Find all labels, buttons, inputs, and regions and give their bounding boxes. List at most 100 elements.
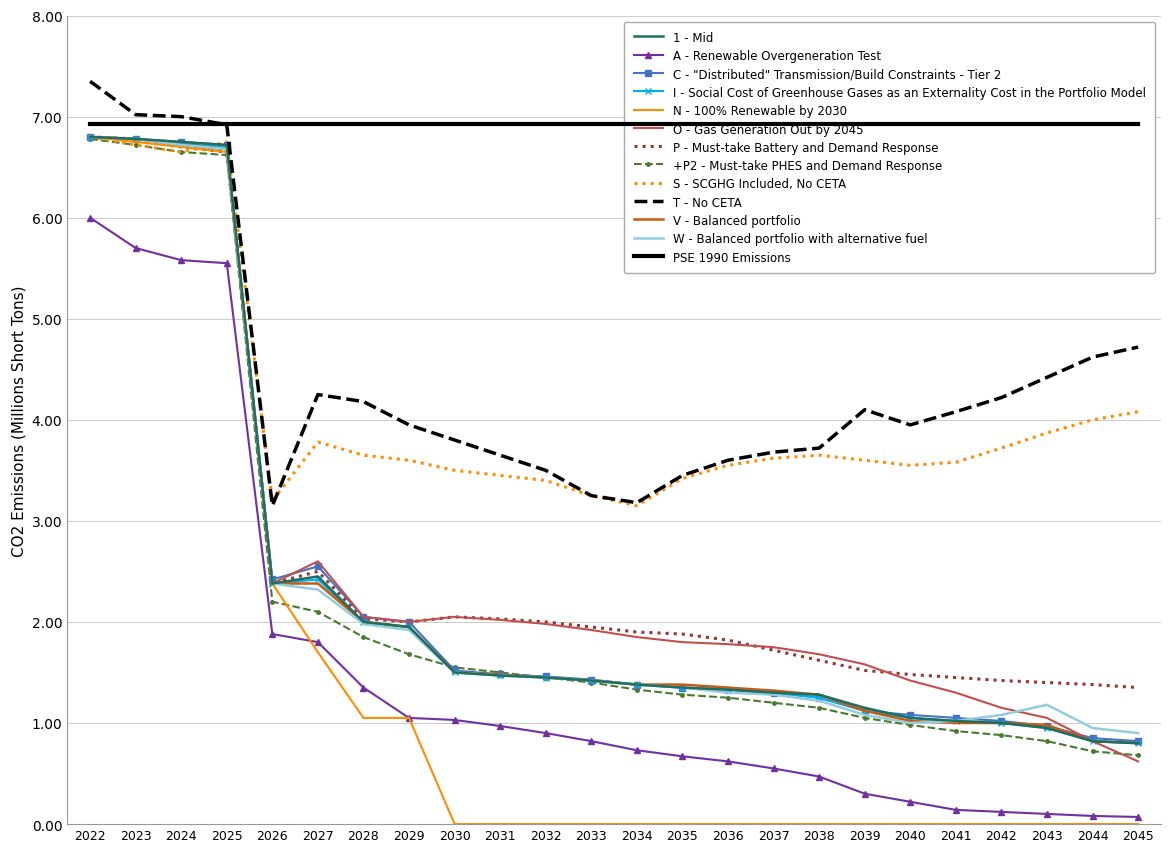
S - SCGHG Included, No CETA <box>448 466 462 476</box>
1 - Mid <box>994 718 1008 728</box>
V - Balanced portfolio <box>766 686 781 696</box>
PSE 1990 Emissions <box>356 119 370 130</box>
W - Balanced portfolio with alternative fuel <box>83 132 97 142</box>
PSE 1990 Emissions <box>904 119 918 130</box>
I - Social Cost of Greenhouse Gases as an Externality Cost in the Portfolio Model <box>493 670 507 681</box>
T - No CETA <box>675 471 689 481</box>
V - Balanced portfolio <box>448 668 462 678</box>
V - Balanced portfolio <box>539 672 553 682</box>
P - Must-take Battery and Demand Response <box>539 617 553 627</box>
C - "Distributed" Transmission/Build Constraints - Tier 2 <box>311 561 325 572</box>
+P2 - Must-take PHES and Demand Response <box>949 726 963 736</box>
W - Balanced portfolio with alternative fuel <box>539 672 553 682</box>
W - Balanced portfolio with alternative fuel <box>585 676 599 686</box>
O - Gas Generation Out by 2045 <box>858 659 872 670</box>
O - Gas Generation Out by 2045 <box>629 632 643 642</box>
V - Balanced portfolio <box>265 578 279 589</box>
V - Balanced portfolio <box>1040 720 1054 730</box>
A - Renewable Overgeneration Test <box>175 256 189 266</box>
Line: V - Balanced portfolio: V - Balanced portfolio <box>90 137 1138 743</box>
A - Renewable Overgeneration Test <box>265 630 279 640</box>
V - Balanced portfolio <box>219 145 233 155</box>
O - Gas Generation Out by 2045 <box>949 688 963 698</box>
C - "Distributed" Transmission/Build Constraints - Tier 2 <box>721 685 735 695</box>
I - Social Cost of Greenhouse Gases as an Externality Cost in the Portfolio Model <box>1085 736 1099 746</box>
PSE 1990 Emissions <box>175 119 189 130</box>
A - Renewable Overgeneration Test <box>539 728 553 739</box>
O - Gas Generation Out by 2045 <box>1131 757 1145 767</box>
1 - Mid <box>175 137 189 148</box>
PSE 1990 Emissions <box>448 119 462 130</box>
S - SCGHG Included, No CETA <box>311 438 325 448</box>
W - Balanced portfolio with alternative fuel <box>858 710 872 720</box>
+P2 - Must-take PHES and Demand Response <box>812 703 826 713</box>
+P2 - Must-take PHES and Demand Response <box>175 148 189 158</box>
A - Renewable Overgeneration Test <box>585 736 599 746</box>
N - 100% Renewable by 2030 <box>904 819 918 829</box>
W - Balanced portfolio with alternative fuel <box>949 716 963 726</box>
PSE 1990 Emissions <box>1085 119 1099 130</box>
O - Gas Generation Out by 2045 <box>219 145 233 155</box>
C - "Distributed" Transmission/Build Constraints - Tier 2 <box>629 680 643 690</box>
W - Balanced portfolio with alternative fuel <box>311 585 325 595</box>
1 - Mid <box>629 680 643 690</box>
N - 100% Renewable by 2030 <box>493 819 507 829</box>
W - Balanced portfolio with alternative fuel <box>402 625 416 635</box>
P - Must-take Battery and Demand Response <box>1040 677 1054 688</box>
C - "Distributed" Transmission/Build Constraints - Tier 2 <box>448 665 462 676</box>
PSE 1990 Emissions <box>1131 119 1145 130</box>
I - Social Cost of Greenhouse Gases as an Externality Cost in the Portfolio Model <box>994 718 1008 728</box>
S - SCGHG Included, No CETA <box>1085 415 1099 426</box>
O - Gas Generation Out by 2045 <box>1040 713 1054 723</box>
P - Must-take Battery and Demand Response <box>766 646 781 656</box>
+P2 - Must-take PHES and Demand Response <box>904 720 918 730</box>
V - Balanced portfolio <box>585 676 599 686</box>
W - Balanced portfolio with alternative fuel <box>812 696 826 706</box>
N - 100% Renewable by 2030 <box>265 578 279 589</box>
PSE 1990 Emissions <box>858 119 872 130</box>
I - Social Cost of Greenhouse Gases as an Externality Cost in the Portfolio Model <box>129 135 143 145</box>
T - No CETA <box>585 491 599 502</box>
A - Renewable Overgeneration Test <box>858 789 872 799</box>
Line: I - Social Cost of Greenhouse Gases as an Externality Cost in the Portfolio Model: I - Social Cost of Greenhouse Gases as a… <box>87 134 1142 746</box>
W - Balanced portfolio with alternative fuel <box>994 710 1008 720</box>
V - Balanced portfolio <box>858 706 872 717</box>
+P2 - Must-take PHES and Demand Response <box>585 677 599 688</box>
1 - Mid <box>1085 736 1099 746</box>
P - Must-take Battery and Demand Response <box>1131 682 1145 693</box>
C - "Distributed" Transmission/Build Constraints - Tier 2 <box>812 693 826 703</box>
N - 100% Renewable by 2030 <box>629 819 643 829</box>
C - "Distributed" Transmission/Build Constraints - Tier 2 <box>1040 721 1054 731</box>
S - SCGHG Included, No CETA <box>994 444 1008 454</box>
S - SCGHG Included, No CETA <box>629 501 643 511</box>
S - SCGHG Included, No CETA <box>83 132 97 142</box>
A - Renewable Overgeneration Test <box>448 715 462 725</box>
PSE 1990 Emissions <box>539 119 553 130</box>
W - Balanced portfolio with alternative fuel <box>493 670 507 681</box>
P - Must-take Battery and Demand Response <box>812 655 826 665</box>
W - Balanced portfolio with alternative fuel <box>129 135 143 145</box>
P - Must-take Battery and Demand Response <box>356 614 370 624</box>
T - No CETA <box>629 498 643 508</box>
I - Social Cost of Greenhouse Gases as an Externality Cost in the Portfolio Model <box>949 716 963 726</box>
P - Must-take Battery and Demand Response <box>83 132 97 142</box>
O - Gas Generation Out by 2045 <box>448 612 462 623</box>
V - Balanced portfolio <box>812 690 826 700</box>
P - Must-take Battery and Demand Response <box>629 627 643 637</box>
A - Renewable Overgeneration Test <box>493 721 507 731</box>
1 - Mid <box>721 685 735 695</box>
W - Balanced portfolio with alternative fuel <box>629 680 643 690</box>
V - Balanced portfolio <box>83 132 97 142</box>
I - Social Cost of Greenhouse Gases as an Externality Cost in the Portfolio Model <box>265 578 279 589</box>
Line: 1 - Mid: 1 - Mid <box>90 137 1138 743</box>
PSE 1990 Emissions <box>219 119 233 130</box>
O - Gas Generation Out by 2045 <box>83 132 97 142</box>
N - 100% Renewable by 2030 <box>1085 819 1099 829</box>
S - SCGHG Included, No CETA <box>402 456 416 466</box>
I - Social Cost of Greenhouse Gases as an Externality Cost in the Portfolio Model <box>311 575 325 585</box>
+P2 - Must-take PHES and Demand Response <box>629 685 643 695</box>
1 - Mid <box>311 572 325 582</box>
T - No CETA <box>721 456 735 466</box>
I - Social Cost of Greenhouse Gases as an Externality Cost in the Portfolio Model <box>629 680 643 690</box>
T - No CETA <box>356 397 370 407</box>
